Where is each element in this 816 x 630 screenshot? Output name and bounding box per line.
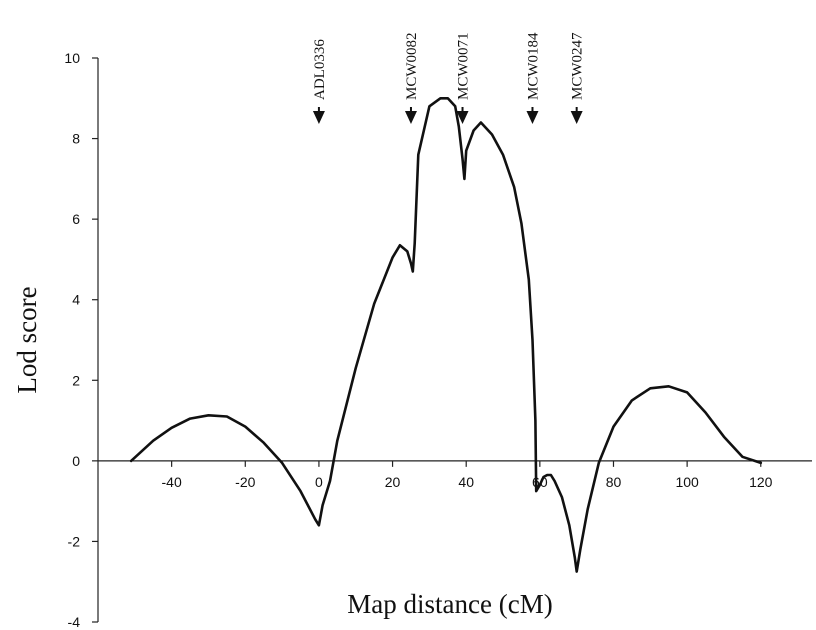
arrow-down-icon [570,111,583,124]
arrow-down-icon [526,111,539,124]
x-tick-label: 80 [606,474,622,490]
y-tick-label: -2 [68,533,81,549]
y-tick-label: 8 [72,131,80,147]
y-tick-label: 2 [72,372,80,388]
arrow-down-icon [312,111,325,124]
x-tick-label: -20 [235,474,255,490]
x-tick-label: 0 [315,474,323,490]
series-group [129,97,763,573]
x-tick-label: -40 [162,474,182,490]
marker-label: MCW0247 [570,32,586,100]
marker-adl0336: ADL0336 [312,39,328,124]
y-tick-label: 0 [72,453,80,469]
x-tick-label: 120 [749,474,773,490]
marker-mcw0184: MCW0184 [525,32,541,124]
y-tick-label: 6 [72,211,80,227]
x-tick-label: 20 [385,474,401,490]
marker-label: MCW0184 [525,32,541,100]
marker-mcw0071: MCW0071 [456,33,472,124]
marker-label: MCW0082 [404,33,420,101]
y-tick-label: -4 [68,614,81,630]
marker-arrows: ADL0336 MCW0082 MCW0071 MCW0184 MCW0247 [312,32,586,124]
x-axis-label: Map distance (cM) [347,589,552,619]
arrow-down-icon [456,111,469,124]
marker-mcw0082: MCW0082 [404,33,420,124]
arrow-down-icon [404,111,417,124]
marker-mcw0247: MCW0247 [570,32,586,124]
x-tick-label: 40 [458,474,474,490]
marker-label: MCW0071 [456,33,472,101]
axes [92,57,812,623]
y-tick-label: 10 [64,50,80,66]
series-line-0 [129,97,763,573]
marker-label: ADL0336 [312,39,328,100]
y-axis-label: Lod score [12,286,42,393]
y-tick-label: 4 [72,292,80,308]
x-tick-label: 100 [675,474,699,490]
